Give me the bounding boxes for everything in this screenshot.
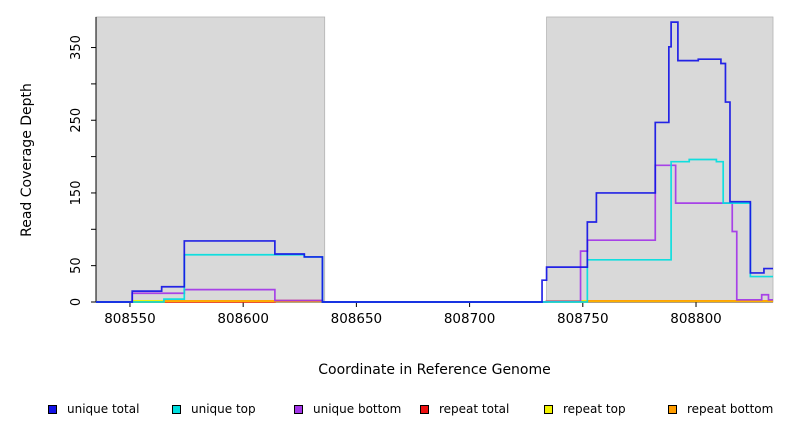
y-tick-label: 0: [69, 298, 84, 306]
legend-item-repeat-bottom: repeat bottom: [668, 401, 773, 417]
legend-label: unique top: [191, 402, 256, 416]
legend-item-unique-top: unique top: [172, 401, 256, 417]
x-tick-label: 808550: [104, 311, 156, 327]
unique-top-swatch-icon: [172, 404, 181, 414]
legend-item-unique-total: unique total: [48, 401, 139, 417]
repeat-bottom-swatch-icon: [668, 404, 677, 414]
legend-label: repeat top: [563, 402, 626, 416]
legend-label: unique bottom: [313, 402, 402, 416]
legend-item-repeat-top: repeat top: [544, 401, 626, 417]
legend-label: repeat bottom: [687, 402, 774, 416]
x-tick-label: 808650: [331, 311, 383, 327]
repeat-total-swatch-icon: [420, 404, 429, 414]
unique-total-swatch-icon: [48, 404, 57, 414]
series-line-unique-total: [96, 21, 773, 303]
repeat-top-swatch-icon: [544, 404, 553, 414]
legend-label: unique total: [67, 402, 140, 416]
repeat-region-shading: [95, 16, 326, 303]
legend-item-repeat-total: repeat total: [420, 401, 509, 417]
y-tick-label: 150: [69, 181, 84, 206]
x-axis-title: Coordinate in Reference Genome: [318, 362, 551, 378]
x-tick-label: 808800: [670, 311, 722, 327]
legend-label: repeat total: [439, 402, 510, 416]
legend: unique total unique top unique bottom re…: [0, 401, 792, 421]
x-tick-label: 808600: [217, 311, 269, 327]
y-tick-label: 250: [69, 108, 84, 133]
y-axis-title: Read Coverage Depth: [19, 83, 35, 237]
x-tick-label: 808750: [557, 311, 609, 327]
legend-item-unique-bottom: unique bottom: [294, 401, 401, 417]
unique-bottom-swatch-icon: [294, 404, 303, 414]
y-tick-label: 50: [69, 257, 84, 274]
repeat-region-shading: [546, 16, 774, 303]
x-tick-label: 808700: [444, 311, 496, 327]
y-tick-label: 350: [69, 35, 84, 60]
